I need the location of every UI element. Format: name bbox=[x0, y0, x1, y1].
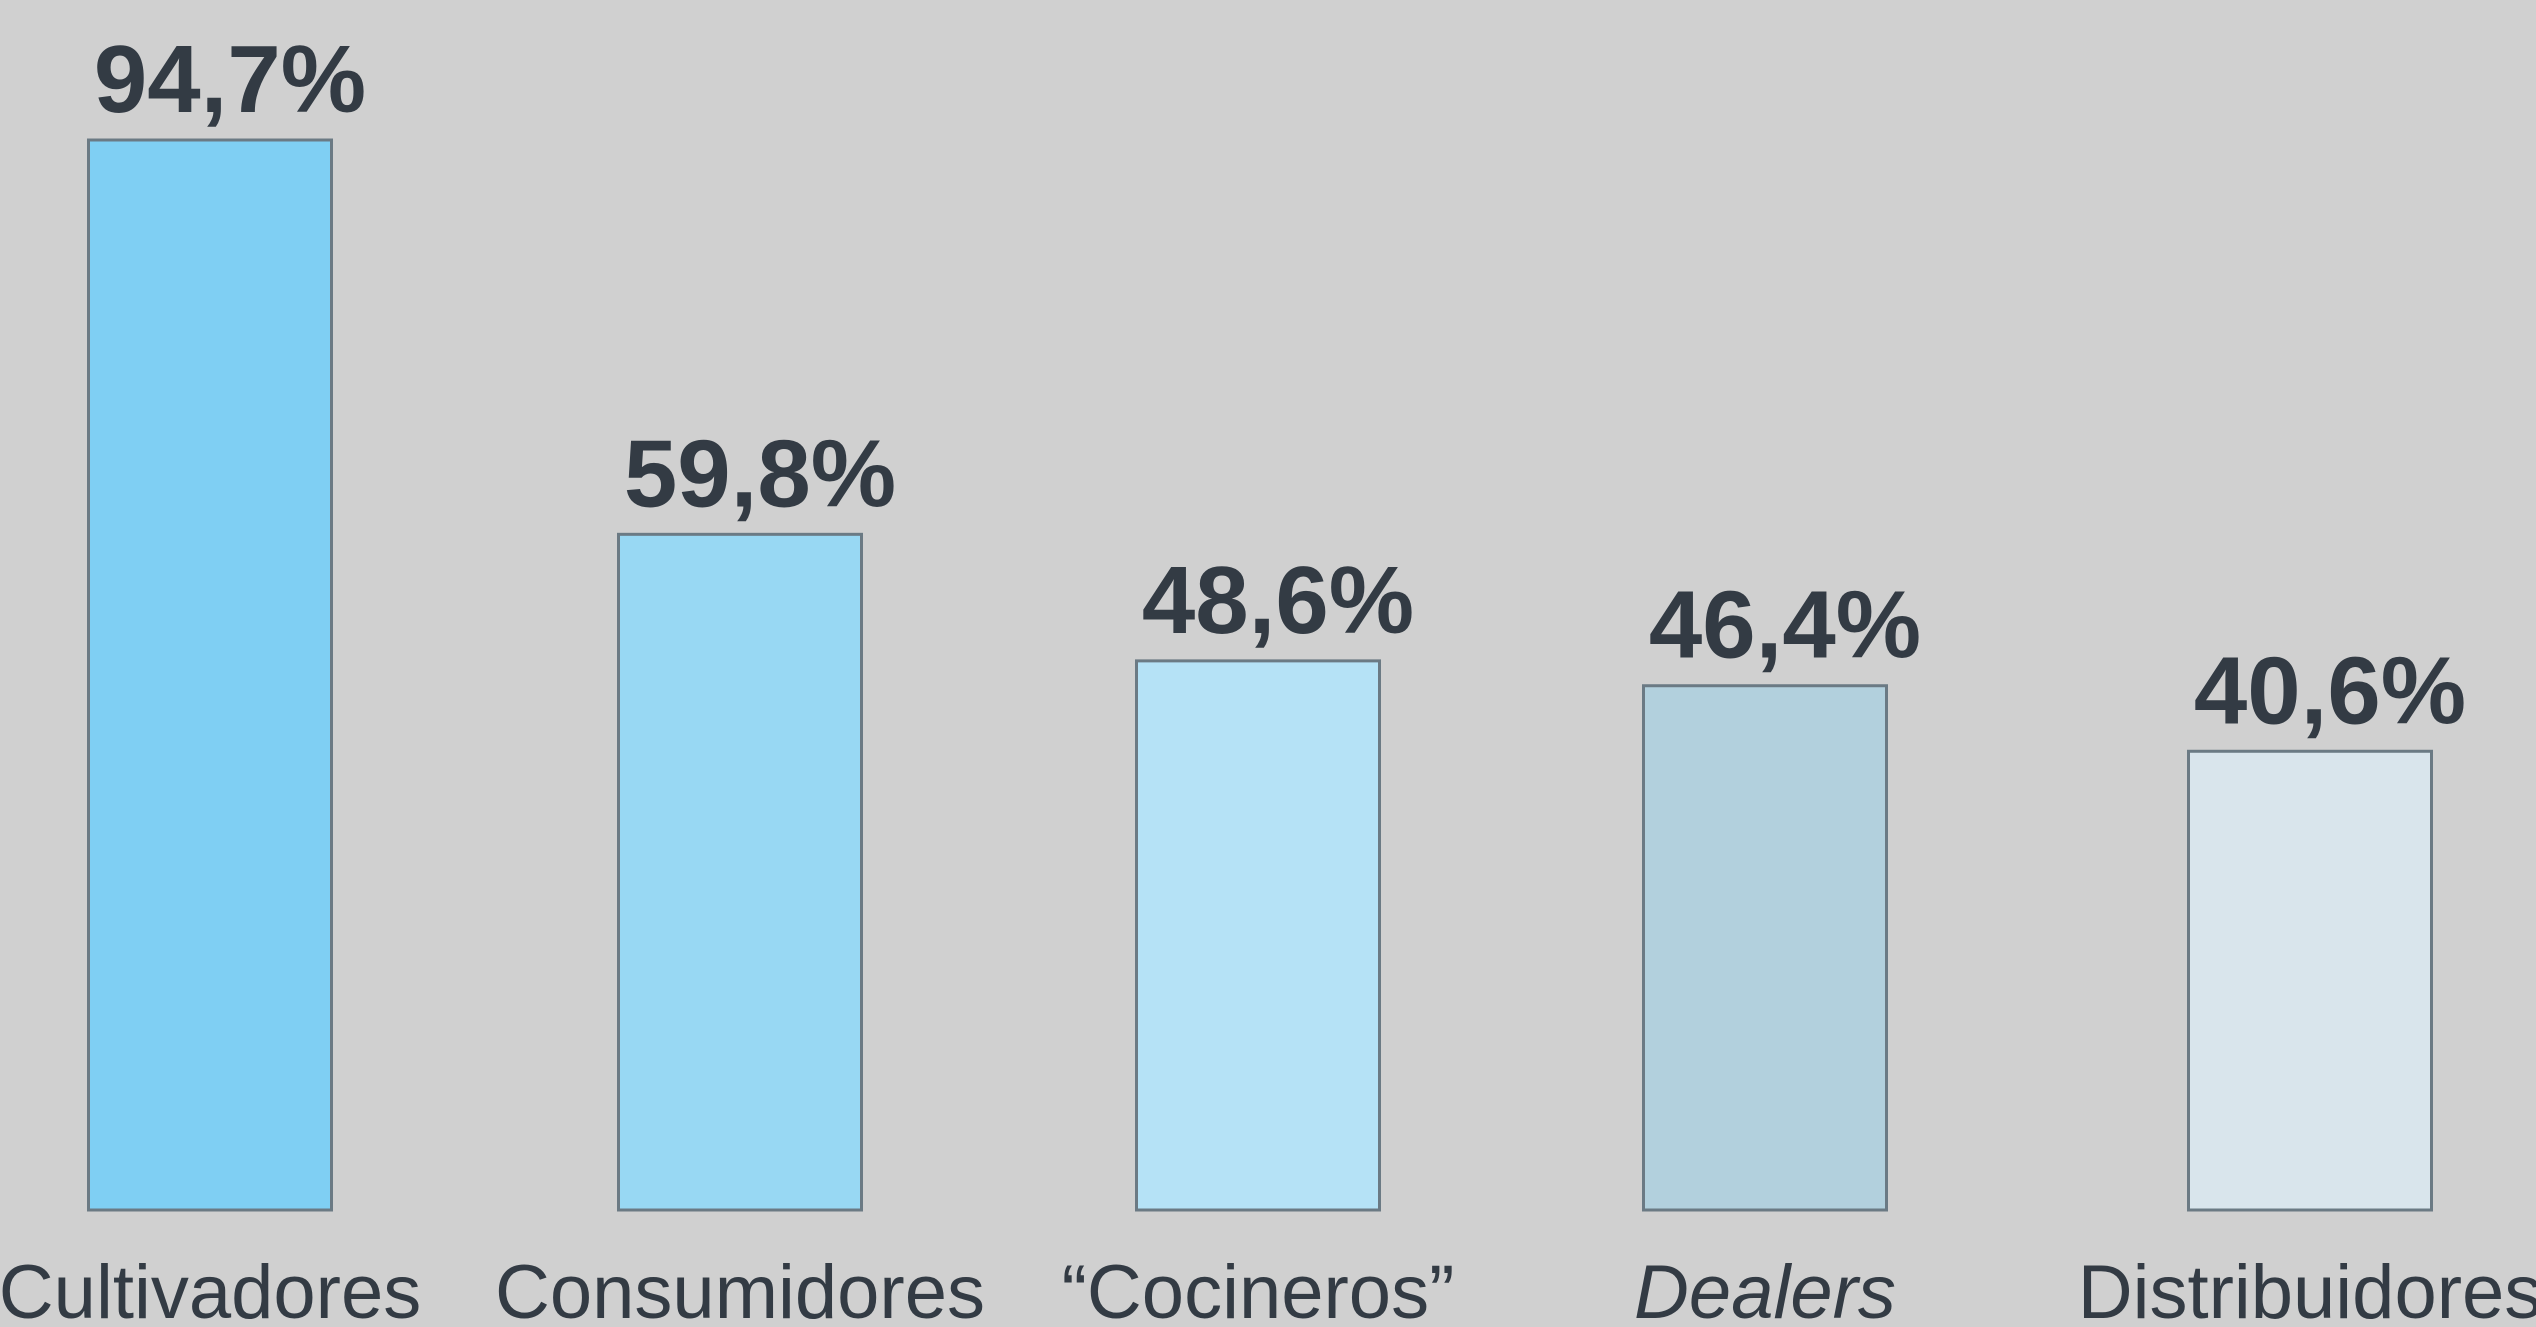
value-label-4: 40,6% bbox=[2194, 637, 2466, 744]
bars-group bbox=[87, 138, 2433, 1212]
value-label-1: 59,8% bbox=[624, 420, 896, 527]
bar-0 bbox=[87, 138, 333, 1212]
category-label-0: Cultivadores bbox=[0, 1250, 421, 1327]
value-label-2: 48,6% bbox=[1142, 547, 1414, 654]
bar-2 bbox=[1135, 659, 1381, 1212]
category-label-3: Dealers bbox=[1634, 1250, 1896, 1327]
category-label-4: Distribuidores bbox=[2078, 1250, 2536, 1327]
bar-3 bbox=[1642, 684, 1888, 1212]
value-label-3: 46,4% bbox=[1649, 572, 1921, 679]
value-label-0: 94,7% bbox=[94, 26, 366, 133]
bar-4 bbox=[2187, 749, 2433, 1212]
bar-1 bbox=[617, 532, 863, 1212]
category-label-1: Consumidores bbox=[495, 1250, 985, 1327]
value-labels-group: 94,7% 59,8% 48,6% 46,4% 40,6% bbox=[94, 26, 2466, 744]
category-label-2: “Cocineros” bbox=[1062, 1250, 1455, 1327]
category-labels-group: Cultivadores Consumidores “Cocineros” Deale… bbox=[0, 1250, 2536, 1327]
